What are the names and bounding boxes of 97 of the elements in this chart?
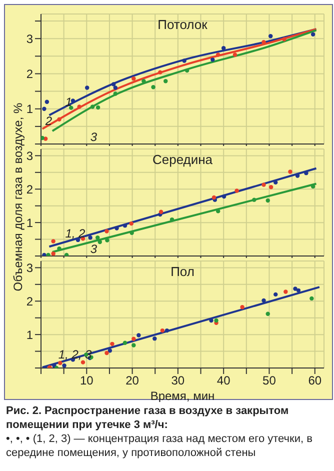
point — [158, 70, 162, 74]
point — [216, 52, 220, 57]
point — [212, 195, 216, 200]
point — [158, 210, 164, 214]
point — [288, 170, 292, 174]
point — [42, 106, 46, 111]
point — [110, 342, 114, 346]
point — [132, 336, 136, 342]
y-tick-label: 2 — [26, 294, 34, 308]
point — [104, 229, 109, 234]
point — [111, 82, 116, 86]
point — [48, 365, 52, 368]
point — [310, 32, 316, 36]
x-tick-label: 10 — [80, 374, 94, 388]
y-tick-label: 3 — [26, 32, 34, 46]
x-tick-label: 20 — [126, 374, 140, 388]
y-tick-label: 1 — [26, 328, 34, 342]
chart-title: Потолок — [156, 17, 208, 32]
point — [108, 348, 112, 353]
x-tick-label: 40 — [216, 374, 231, 388]
point — [210, 58, 215, 62]
point — [293, 286, 298, 291]
point — [296, 288, 301, 293]
point — [96, 105, 100, 110]
point — [57, 117, 62, 122]
point — [214, 318, 218, 323]
point — [310, 296, 314, 301]
y-tick-label: 2 — [26, 182, 34, 196]
point — [152, 336, 157, 341]
point — [160, 328, 165, 333]
point — [184, 68, 190, 73]
point — [164, 79, 168, 84]
text: •, •, • (1, 2, 3) — концентрация газа над местом его утечки, в середине помещения, у противоположной стены — [6, 432, 314, 460]
point — [142, 79, 146, 84]
point — [132, 343, 136, 348]
x-tick-label: 60 — [308, 374, 322, 388]
point — [88, 236, 92, 240]
point — [51, 252, 56, 256]
y-axis-title: Объемная доля газа в воздухе, % — [11, 102, 25, 294]
point — [232, 52, 238, 57]
chart-title: Пол — [170, 264, 196, 279]
chart-title: Середина — [151, 152, 214, 167]
y-tick-label: 3 — [26, 260, 34, 275]
point — [98, 240, 102, 244]
point — [284, 290, 288, 294]
point — [113, 92, 118, 96]
x-tick-label: 50 — [262, 374, 276, 388]
point — [274, 180, 278, 185]
point — [151, 84, 156, 90]
y-tick-label: 3 — [26, 148, 34, 163]
point — [234, 188, 239, 193]
point — [114, 226, 119, 230]
point — [222, 194, 226, 199]
point — [240, 305, 244, 310]
y-tick-label: 1 — [26, 102, 34, 116]
point — [266, 312, 270, 316]
annotation: 3 — [90, 130, 98, 144]
point — [46, 252, 50, 256]
point — [268, 34, 273, 38]
x-tick-label: 30 — [171, 374, 185, 388]
point — [132, 76, 136, 81]
point — [164, 328, 170, 333]
annotation: 2 — [44, 114, 52, 128]
point — [252, 198, 256, 202]
point — [274, 292, 278, 297]
point — [182, 58, 186, 63]
y-tick-label: 2 — [26, 66, 34, 81]
point — [129, 221, 134, 226]
point — [113, 86, 118, 90]
point — [262, 40, 266, 44]
point — [41, 136, 44, 140]
point — [266, 198, 270, 203]
point — [90, 104, 95, 109]
point — [295, 174, 300, 178]
point — [122, 340, 128, 346]
point — [58, 360, 62, 366]
point — [262, 298, 266, 303]
point — [84, 86, 90, 90]
point — [282, 37, 286, 42]
y-tick-label: 1 — [26, 216, 34, 230]
point — [95, 236, 100, 240]
point — [216, 209, 220, 214]
point — [104, 350, 109, 356]
point — [122, 223, 128, 228]
point — [221, 46, 226, 50]
point — [105, 238, 110, 242]
point — [136, 333, 141, 338]
point — [51, 239, 56, 244]
point — [80, 360, 86, 364]
point — [268, 185, 274, 190]
point — [77, 104, 82, 109]
text: Рис. 2. Распространение газа в воздухе в закрытом помещении при утечке 3 м³/ч: — [6, 404, 290, 432]
annotation: 3 — [90, 242, 98, 256]
point — [262, 182, 266, 187]
point — [64, 252, 69, 256]
point — [62, 364, 66, 368]
point — [44, 100, 50, 104]
